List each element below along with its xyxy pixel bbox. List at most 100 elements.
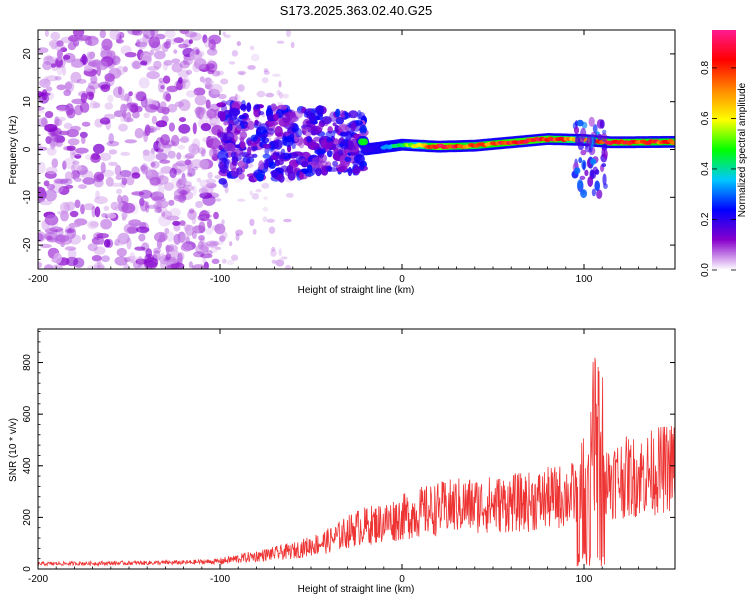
spectrogram-cell [96,173,104,181]
spectrogram-cell [184,159,191,166]
spectrogram-cell [281,93,289,99]
spectrogram-cell [63,89,72,97]
spectrogram-cell [205,240,219,247]
spectrogram-cell [278,80,282,88]
spectrogram-cell [206,108,217,119]
spectrogram-cell [177,144,186,150]
snr-x-tick-label: 100 [576,574,593,585]
spectrogram-cell [94,206,101,218]
spectrogram-cell [295,128,303,138]
spectrogram-cell [205,227,214,235]
spectrogram-cell [277,104,288,110]
spectrogram-cell [165,253,172,261]
spectrogram-cell [576,119,584,127]
spectrogram-cell [187,209,197,220]
spectrogram-cell [64,171,74,181]
spectrogram-cell [350,121,357,131]
spectrogram-cell [87,220,99,230]
spectrogram-cell [192,122,197,135]
spectrogram-cell [214,223,226,235]
spectrogram-cell [188,261,193,268]
spectrogram-cell [262,216,268,223]
spectrogram-cell [217,150,229,161]
spectrogram-cell [221,231,228,239]
spectrogram-cell [214,175,222,179]
spectrogram-cell [174,79,186,91]
spectrogram-cell [70,125,81,132]
spectrogram-cell [99,30,106,39]
spectrogram-cell [160,85,165,90]
snr-frame [37,328,676,570]
spectrogram-cell [142,30,155,39]
spectrogram-cell [38,106,45,111]
spectrogram-cell [181,177,187,184]
spectrogram-cell [89,221,99,228]
spectrogram-cell [590,158,597,165]
spectrogram-cell [81,234,86,241]
snr-x-axis-label: Height of straight line (km) [298,584,415,595]
spectrogram-cell [222,31,226,37]
spectrogram-cell [209,116,221,127]
spectrogram-cell [593,137,597,148]
spectrogram-cell [115,175,124,180]
spectrogram-cell [129,104,139,113]
spectrogram-cell [596,189,603,199]
spectrogram-cell [258,160,264,171]
spectrogram-cell [168,122,175,132]
spectrogram-cell [129,252,136,262]
spectrogram-cell [71,169,80,180]
spectrogram-cell [162,143,173,149]
spectrogram-cell [584,169,589,176]
spectrogram-cell [263,158,270,170]
spectrogram-cell [54,116,60,127]
spectrogram-cell [205,178,217,184]
spectrogram-cell [70,71,82,84]
spectrogram-cell [180,243,193,252]
spectrogram-cell [323,118,329,127]
spectrogram-cell [44,123,58,133]
spectrogram-cell [207,218,212,229]
spectrogram-cell [160,211,166,217]
spectrogram-cell [131,172,141,179]
spectrogram-cell [54,76,62,81]
spectrogram-cell [257,133,268,138]
spectrogram-cell [163,59,173,66]
spectrogram-cell [256,126,268,137]
spectrogram-cell [166,215,180,221]
spectrogram-cell [182,184,194,192]
spectrogram-cell [353,154,365,164]
spectrogram-cell [222,181,228,188]
spectrogram-y-tick-label: -20 [22,237,33,252]
spectrogram-cell [125,255,138,263]
spectrogram-cell [39,200,53,206]
spectrogram-cell [206,48,218,56]
spectrogram-cell [127,30,141,36]
spectrogram-cell [233,94,241,103]
snr-y-tick-label: 600 [22,405,33,422]
spectrogram-cell [224,34,231,39]
spectrogram-cell [290,41,295,49]
spectrogram-cell [240,104,247,111]
spectrogram-cell [588,116,595,127]
spectrogram-cell [123,117,134,123]
spectrogram-cell [38,92,50,104]
spectrogram-cell [101,255,110,263]
spectrogram-cell [317,153,328,164]
spectrogram-cell [177,79,189,84]
spectrogram-cell [239,141,246,150]
spectrogram-cell [247,65,256,70]
spectrogram-cell [96,256,102,268]
spectrogram-cell [185,69,193,75]
spectrogram-cell [142,150,156,162]
spectrogram-cell [325,130,336,139]
spectrogram-cell [77,35,92,41]
spectrogram-cell [177,69,190,78]
spectrogram-cell [177,252,183,265]
spectrogram-cell [104,73,115,82]
spectrogram-cell [165,244,170,254]
spectrogram-cell [67,138,80,146]
spectrogram-cell [45,86,53,92]
spectrogram-cell [165,38,171,46]
spectrogram-cell [262,153,271,159]
spectrogram-cell [193,58,207,70]
